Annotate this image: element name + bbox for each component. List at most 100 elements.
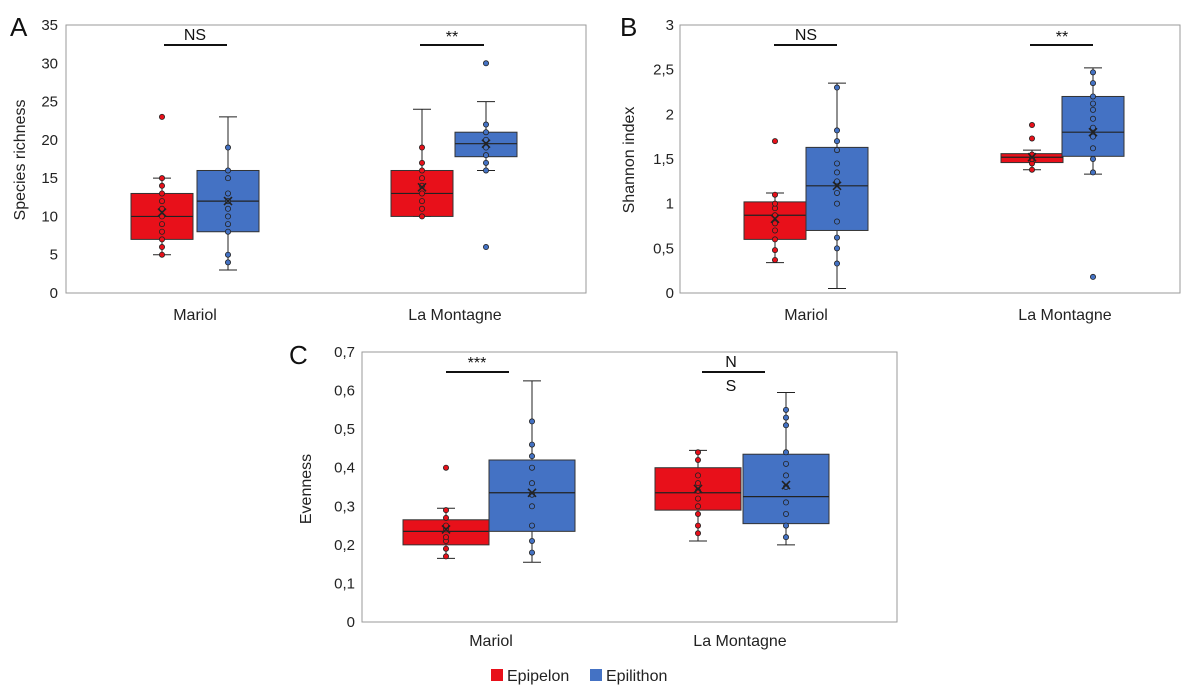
panel-b-epilithon-la-montagne-data-point xyxy=(1090,169,1097,176)
panel-a-epilithon-mariol-box xyxy=(196,116,260,271)
panel-b-epipelon-mariol-data-point xyxy=(772,247,779,254)
panel-c-epipelon-la-montagne-mean-marker xyxy=(693,484,703,494)
panel-a-epilithon-la-montagne-data-point xyxy=(482,167,489,174)
panel-a-epilithon-la-montagne-data-point xyxy=(482,152,489,159)
panel-c-epipelon-mariol-data-point xyxy=(442,534,449,541)
panel-a-y-tick-label: 35 xyxy=(41,17,58,34)
panel-a-epipelon-mariol-mean-marker xyxy=(157,208,167,218)
panel-b-epilithon-mariol-data-point xyxy=(834,200,841,207)
panel-c-epilithon-la-montagne-data-point xyxy=(783,522,790,529)
panel-c-epilithon-la-montagne-mean-marker xyxy=(781,480,791,490)
panel-c-y-tick-label: 0,2 xyxy=(334,537,355,554)
panel-a-epilithon-mariol-data-point xyxy=(224,190,231,197)
panel-b-epilithon-mariol-data-point xyxy=(834,178,841,185)
panel-a-epipelon-la-montagne-mean-marker xyxy=(417,182,427,192)
panel-a-epilithon-mariol-data-point xyxy=(224,175,231,182)
panel-c-epilithon-mariol-data-point xyxy=(529,453,536,460)
panel-b-epipelon-la-montagne-data-point xyxy=(1029,122,1036,129)
panel-a-epipelon-mariol-data-point xyxy=(158,190,165,197)
panel-c-epilithon-mariol-data-point xyxy=(529,549,536,556)
panel-a-epilithon-mariol-data-point xyxy=(224,259,231,266)
panel-b-epilithon-la-montagne-data-point xyxy=(1090,124,1097,131)
panel-c-frame xyxy=(361,351,898,623)
panel-b-epipelon-mariol-data-point xyxy=(772,227,779,234)
panel-b-y-tick-label: 2,5 xyxy=(653,62,674,79)
panel-b-epilithon-mariol-data-point xyxy=(834,189,841,196)
panel-b-y-tick-label: 1 xyxy=(666,196,674,213)
panel-c-epilithon-la-montagne-data-point xyxy=(783,422,790,429)
panel-c-epipelon-la-montagne-data-point xyxy=(695,456,702,463)
panel-c-epilithon-la-montagne-data-point xyxy=(783,499,790,506)
panel-c-epilithon-la-montagne-data-point xyxy=(783,472,790,479)
panel-a-epilithon-la-montagne-data-point xyxy=(482,136,489,143)
panel-c-y-tick-label: 0,3 xyxy=(334,498,355,515)
panel-a-y-tick-label: 0 xyxy=(50,285,58,302)
panel-a-epilithon-mariol-data-point xyxy=(224,167,231,174)
panel-a-epilithon-mariol-mean-marker xyxy=(223,196,233,206)
panel-b-epipelon-mariol-data-point xyxy=(772,191,779,198)
panel-b-sig-la-montagne: ** xyxy=(1056,29,1068,46)
panel-a-y-tick-label: 5 xyxy=(50,247,58,264)
panel-b-epipelon-mariol-data-point xyxy=(772,220,779,227)
panel-c-y-tick-label: 0,5 xyxy=(334,421,355,438)
legend-swatch-epipelon xyxy=(491,669,503,681)
panel-c-epilithon-mariol-data-point xyxy=(529,418,536,425)
panel-c-y-tick-label: 0,1 xyxy=(334,575,355,592)
panel-a-epipelon-mariol-data-point xyxy=(158,175,165,182)
panel-a-epilithon-la-montagne-data-point xyxy=(482,244,489,251)
panel-b-epilithon-mariol-box xyxy=(805,82,869,290)
panel-c-epilithon-mariol-data-point xyxy=(529,464,536,471)
panel-a-epipelon-la-montagne-data-point xyxy=(418,190,425,197)
panel-b-epilithon-la-montagne-data-point xyxy=(1090,80,1097,87)
panel-c-epilithon-mariol-mean-marker xyxy=(527,488,537,498)
panel-b-epilithon-la-montagne-data-point xyxy=(1090,69,1097,76)
panel-a-letter: A xyxy=(10,12,28,42)
panel-b-epilithon-mariol-data-point xyxy=(834,260,841,267)
panel-a-epipelon-mariol-box xyxy=(130,113,194,258)
legend: Epipelon Epilithon xyxy=(491,668,667,685)
panel-a-epipelon-mariol-data-point xyxy=(158,182,165,189)
panel-c-epipelon-mariol-box xyxy=(402,464,490,560)
panel-a-y-axis-label: Species richness xyxy=(12,100,29,221)
panel-a-epilithon-mariol-data-point xyxy=(224,213,231,220)
panel-c: C 0 0,1 0,2 0,3 0,4 0,5 0,6 0,7 Evenness Mariol… xyxy=(289,340,898,650)
panel-a-epipelon-la-montagne-data-point xyxy=(418,159,425,166)
panel-b-epilithon-la-montagne-data-point xyxy=(1090,100,1097,107)
panel-c-epipelon-la-montagne-data-point xyxy=(695,480,702,487)
panel-a-epilithon-mariol-data-point xyxy=(224,205,231,212)
panel-a-epilithon-mariol-data-point xyxy=(224,251,231,258)
panel-c-y-tick-label: 0,6 xyxy=(334,383,355,400)
panel-b-epilithon-la-montagne-data-point xyxy=(1090,133,1097,140)
panel-c-epipelon-la-montagne-data-point xyxy=(695,472,702,479)
panel-b-y-tick-label: 1,5 xyxy=(653,151,674,168)
panel-a-epipelon-la-montagne-data-point xyxy=(418,205,425,212)
panel-b-epilithon-la-montagne-mean-marker xyxy=(1088,127,1098,137)
panel-a-y-tick-label: 25 xyxy=(41,94,58,111)
panel-b-letter: B xyxy=(620,12,637,42)
panel-c-epipelon-la-montagne-data-point xyxy=(695,449,702,456)
panel-b-epilithon-la-montagne-data-point xyxy=(1090,273,1097,280)
panel-b-y-tick-label: 3 xyxy=(666,17,674,34)
panel-a-epipelon-mariol-data-point xyxy=(158,205,165,212)
panel-b-y-tick-label: 0 xyxy=(666,285,674,302)
panel-c-epipelon-mariol-data-point xyxy=(442,522,449,529)
panel-a-epilithon-mariol-data-point xyxy=(224,228,231,235)
panel-b-epilithon-mariol-data-point xyxy=(834,147,841,154)
panel-c-y-tick-label: 0,4 xyxy=(334,460,355,477)
panel-c-epilithon-la-montagne-box xyxy=(742,392,830,546)
panel-c-epilithon-la-montagne-data-point xyxy=(783,406,790,413)
panel-c-letter: C xyxy=(289,340,308,370)
panel-b-epilithon-la-montagne-data-point xyxy=(1090,115,1097,122)
panel-a-epilithon-la-montagne-data-point xyxy=(482,159,489,166)
panel-a-y-tick-label: 30 xyxy=(41,55,58,72)
panel-b-y-axis-label: Shannon index xyxy=(621,107,638,214)
panel-c-category-la-montagne: La Montagne xyxy=(693,633,787,650)
panel-a-epilithon-la-montagne-data-point xyxy=(482,129,489,136)
panel-c-epipelon-la-montagne-data-point xyxy=(695,503,702,510)
panel-b-epilithon-la-montagne-data-point xyxy=(1090,93,1097,100)
panel-b-epipelon-mariol-data-point xyxy=(772,200,779,207)
panel-b-epilithon-mariol-data-point xyxy=(834,218,841,225)
panel-c-epipelon-la-montagne-data-point xyxy=(695,530,702,537)
panel-b-epilithon-la-montagne-data-point xyxy=(1090,145,1097,152)
